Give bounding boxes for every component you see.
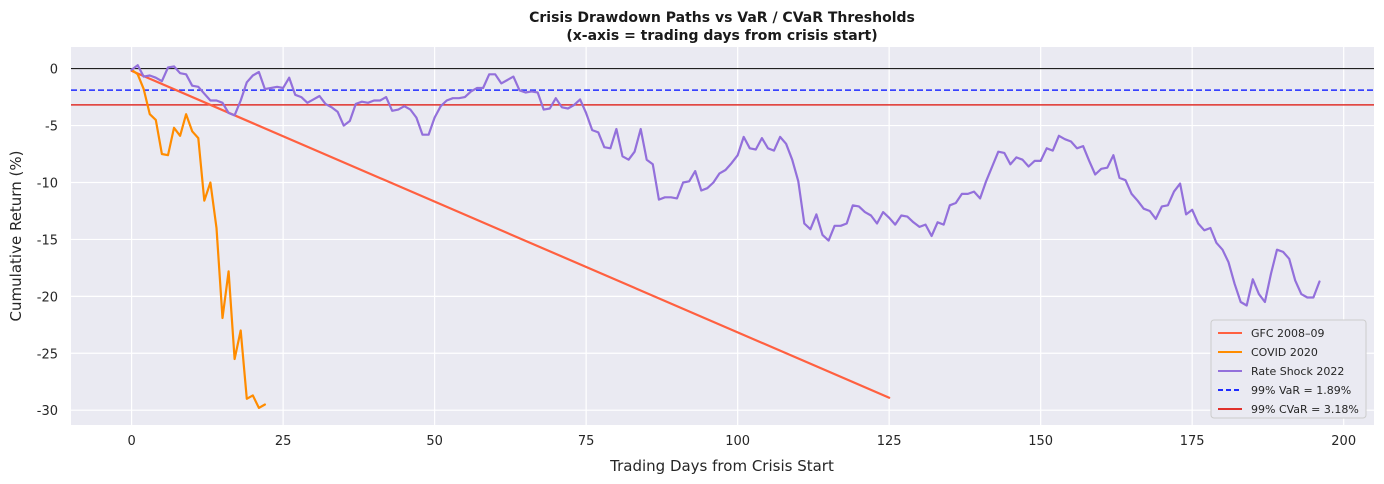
legend-label-covid-2020: COVID 2020 xyxy=(1251,346,1318,359)
reference-lines xyxy=(71,68,1374,106)
x-tick-label: 0 xyxy=(127,434,135,449)
series-lines xyxy=(130,64,1321,409)
y-tick-label: -5 xyxy=(45,120,58,135)
y-tick-label: -20 xyxy=(37,290,58,305)
series-line-rate-shock-2022 xyxy=(130,64,1321,307)
x-axis-label: Trading Days from Crisis Start xyxy=(609,457,834,475)
y-tick-labels: 0 -5 -10 -15 -20 -25 -30 xyxy=(37,63,58,420)
y-axis-label: Cumulative Return (%) xyxy=(7,151,25,322)
x-tick-label: 200 xyxy=(1331,434,1356,449)
legend-label-gfc-2008-09: GFC 2008–09 xyxy=(1251,327,1325,340)
x-tick-label: 150 xyxy=(1028,434,1053,449)
legend-label-99-var-1-89: 99% VaR = 1.89% xyxy=(1251,384,1351,397)
plot-area xyxy=(71,47,1374,425)
x-tick-label: 25 xyxy=(275,434,292,449)
x-tick-labels: 0 25 50 75 100 125 150 175 200 xyxy=(127,434,1356,449)
legend-label-99-cvar-3-18: 99% CVaR = 3.18% xyxy=(1251,403,1359,416)
y-tick-label: -25 xyxy=(37,347,58,362)
x-tick-label: 125 xyxy=(877,434,902,449)
series-line-gfc-2008-09 xyxy=(130,69,891,399)
chart-title: Crisis Drawdown Paths vs VaR / CVaR Thre… xyxy=(529,10,915,26)
y-tick-label: -10 xyxy=(37,176,58,191)
x-tick-label: 175 xyxy=(1180,434,1205,449)
x-tick-label: 100 xyxy=(725,434,750,449)
y-tick-label: 0 xyxy=(50,63,58,78)
chart-subtitle: (x-axis = trading days from crisis start… xyxy=(566,28,877,44)
legend-box xyxy=(1210,319,1367,419)
y-tick-label: -30 xyxy=(37,404,58,419)
legend-label-rate-shock-2022: Rate Shock 2022 xyxy=(1251,365,1344,378)
y-tick-label: -15 xyxy=(37,233,58,248)
series-line-covid-2020 xyxy=(130,68,266,409)
x-tick-label: 75 xyxy=(578,434,595,449)
legend: GFC 2008–09 COVID 2020 Rate Shock 2022 99% … xyxy=(1210,319,1367,419)
x-tick-label: 50 xyxy=(426,434,443,449)
